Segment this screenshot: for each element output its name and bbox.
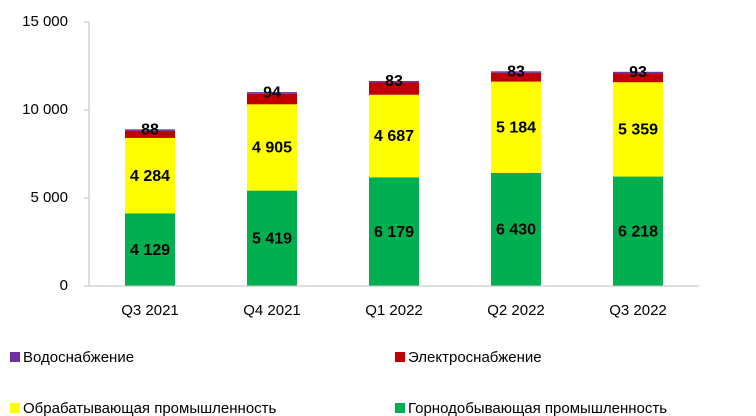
data-label: 93 [629, 64, 647, 81]
legend-swatch [395, 352, 405, 362]
bar-segment [125, 213, 175, 286]
legend-swatch [10, 403, 20, 413]
y-tick-label: 10 000 [22, 101, 68, 118]
bar-segment [491, 172, 541, 286]
legend-swatch [10, 352, 20, 362]
legend-label: Обрабатывающая промышленность [23, 400, 277, 416]
bar-segment [247, 93, 297, 105]
bar-segment [247, 92, 297, 94]
bar-segment [613, 73, 663, 83]
bar-segment [125, 129, 175, 131]
bar-segment [369, 80, 419, 83]
data-label: 4 687 [374, 128, 414, 145]
bar-segment [491, 72, 541, 82]
data-label: 5 419 [252, 231, 292, 248]
data-label: 6 179 [374, 224, 414, 241]
legend-label: Горнодобывающая промышленность [408, 400, 667, 416]
y-tick-label: 0 [60, 277, 68, 294]
legend-swatch [395, 403, 405, 413]
data-label: 83 [507, 64, 525, 81]
y-tick-label: 15 000 [22, 13, 68, 30]
data-label: 6 430 [496, 222, 536, 239]
data-label: 4 129 [130, 242, 170, 259]
data-label: 94 [263, 84, 281, 101]
bar-segment [369, 82, 419, 95]
x-tick-label: Q1 2022 [365, 302, 423, 319]
bar-segment [247, 190, 297, 286]
data-label: 88 [141, 122, 159, 139]
bar-segment [369, 94, 419, 178]
legend-label: Электроснабжение [408, 349, 542, 366]
bar-segment [247, 104, 297, 191]
data-label: 83 [385, 73, 403, 90]
data-label: 6 218 [618, 224, 658, 241]
bar-segment [613, 71, 663, 74]
legend-label: Водоснабжение [23, 349, 134, 366]
data-label: 5 184 [496, 119, 536, 136]
bar-segment [125, 137, 175, 214]
bar-segment [491, 81, 541, 173]
x-tick-label: Q2 2022 [487, 302, 545, 319]
x-tick-label: Q3 2022 [609, 302, 667, 319]
data-label: 4 284 [130, 168, 170, 185]
bar-segment [613, 176, 663, 286]
bar-segment [125, 130, 175, 138]
bar-segment [613, 82, 663, 177]
y-tick-label: 5 000 [30, 189, 68, 206]
x-tick-label: Q4 2021 [243, 302, 301, 319]
bar-segment [491, 71, 541, 73]
data-label: 5 359 [618, 122, 658, 139]
bar-segment [369, 177, 419, 286]
data-label: 4 905 [252, 140, 292, 157]
x-tick-label: Q3 2021 [121, 302, 179, 319]
